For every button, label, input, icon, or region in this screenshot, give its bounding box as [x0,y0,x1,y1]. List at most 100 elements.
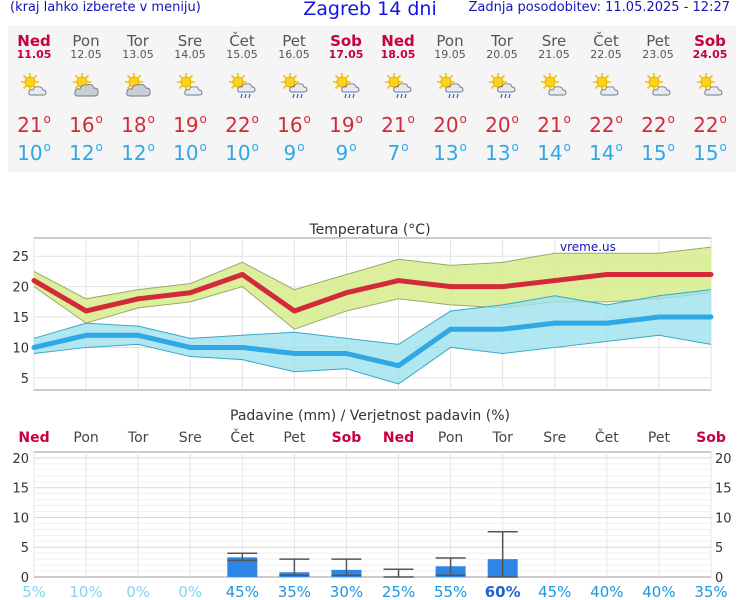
max-temperature: 19o [173,112,207,137]
min-temperature: 9o [335,140,357,165]
precipitation-probability-label: 30% [330,583,363,600]
day-date: 11.05 [16,48,52,61]
sun-rain-icon [280,72,308,100]
precipitation-probability-label: 5% [22,583,46,600]
day-column[interactable]: Tor 20.05 20o 13o [476,26,528,172]
max-temperature: 20o [433,112,467,137]
day-date: 19.05 [434,48,466,61]
charts-area: Temperatura (°C) 5 10 15 20 25 vreme.us Padavin… [12,222,732,600]
day-column[interactable]: Ned 11.05 21o 10o [8,26,60,172]
y-tick-label-right: 5 [715,541,723,556]
precipitation-plot-frame [33,451,712,578]
last-updated: Zadnja posodobitev: 11.05.2025 - 12:27 [468,0,730,15]
day-column[interactable]: Pon 12.05 16o 12o [60,26,112,172]
x-day-label: Pon [73,430,98,446]
day-name: Sre [177,32,203,50]
x-day-label: Ned [383,430,414,446]
tmax-point [396,278,402,284]
tmin-point [448,326,454,332]
precipitation-chart-title: Padavine (mm) / Verjetnost padavin (%) [230,408,510,424]
tmin-uncertainty-band [34,289,711,384]
tmin-point [31,344,37,350]
x-day-label: Pet [283,430,306,446]
tmin-band-high-line [33,289,712,345]
day-column[interactable]: Sre 21.05 21o 14o [528,26,580,172]
day-name: Sob [330,32,362,50]
day-column[interactable]: Pet 23.05 22o 15o [632,26,684,172]
precipitation-probability-label: 35% [278,583,311,600]
tmax-point [83,308,89,314]
y-tick-label-right: 10 [715,511,732,526]
max-temperature: 22o [641,112,675,137]
day-date: 24.05 [692,48,728,61]
x-day-label: Tor [491,430,513,446]
tmax-line [32,271,711,314]
tmax-point [135,296,141,302]
precipitation-probability-label: 55% [434,583,467,600]
x-day-label: Sob [696,430,726,446]
sun-cloud-icon [540,72,568,100]
tmin-point [604,320,610,326]
max-temperature: 21o [17,112,51,137]
tmin-point [83,332,89,338]
precipitation-probability-label: 35% [694,583,727,600]
day-name: Pon [436,32,464,50]
sun-rain-icon [436,72,464,100]
min-temperature: 7o [387,140,409,165]
max-temperature: 20o [485,112,519,137]
min-temperature: 12o [121,140,155,165]
max-temperature: 19o [329,112,363,137]
day-name: Sob [694,32,726,50]
day-name: Pet [646,32,670,50]
tmin-point [500,326,506,332]
tmin-band-low-line [33,334,712,385]
day-column[interactable]: Pet 16.05 16o 9o [268,26,320,172]
precipitation-probability-label: 45% [538,583,571,600]
tmax-point [656,271,662,277]
x-day-label: Ned [18,430,49,446]
sun-cloud-icon [20,72,48,100]
precipitation-probability-label: 40% [642,583,675,600]
day-column[interactable]: Čet 22.05 22o 14o [580,26,632,172]
day-column[interactable]: Sob 24.05 22o 15o [684,26,736,172]
max-temperature: 22o [693,112,727,137]
tmin-point [187,344,193,350]
min-temperature: 9o [283,140,305,165]
day-date: 13.05 [122,48,154,61]
tmin-point [552,320,558,326]
precipitation-probability-label: 0% [178,583,202,600]
day-name: Čet [229,32,255,50]
page-title: Zagreb 14 dni [303,0,437,20]
sun-cloud-icon [644,72,672,100]
tmax-band-low-line [33,286,712,330]
location-hint[interactable]: (kraj lahko izberete v meniju) [10,0,201,15]
x-day-label: Sob [332,430,362,446]
y-tick-label: 10 [12,341,29,356]
day-date: 12.05 [70,48,102,61]
day-name: Pon [72,32,100,50]
day-column[interactable]: Sre 14.05 19o 10o [164,26,216,172]
y-tick-label-right: 15 [715,482,732,497]
day-column[interactable]: Čet 15.05 22o 10o [216,26,268,172]
day-date: 17.05 [328,48,364,61]
y-tick-label-left: 15 [12,482,29,497]
sun-rain-icon [332,72,360,100]
day-column[interactable]: Sob 17.05 19o 9o [320,26,372,172]
tmin-point [656,314,662,320]
day-column[interactable]: Tor 13.05 18o 12o [112,26,164,172]
min-temperature: 13o [485,140,519,165]
min-temperature: 12o [69,140,103,165]
day-column[interactable]: Pon 19.05 20o 13o [424,26,476,172]
day-name: Ned [17,32,51,50]
day-column[interactable]: Ned 18.05 21o 7o [372,26,424,172]
temperature-chart-title: Temperatura (°C) [308,222,430,238]
day-name: Čet [593,32,619,50]
y-tick-label: 5 [21,372,29,387]
tmax-point [239,271,245,277]
max-temperature: 22o [589,112,623,137]
y-tick-label: 15 [12,311,29,326]
day-name: Ned [381,32,415,50]
min-temperature: 14o [537,140,571,165]
y-tick-label-left: 20 [12,452,29,467]
min-temperature: 14o [589,140,623,165]
